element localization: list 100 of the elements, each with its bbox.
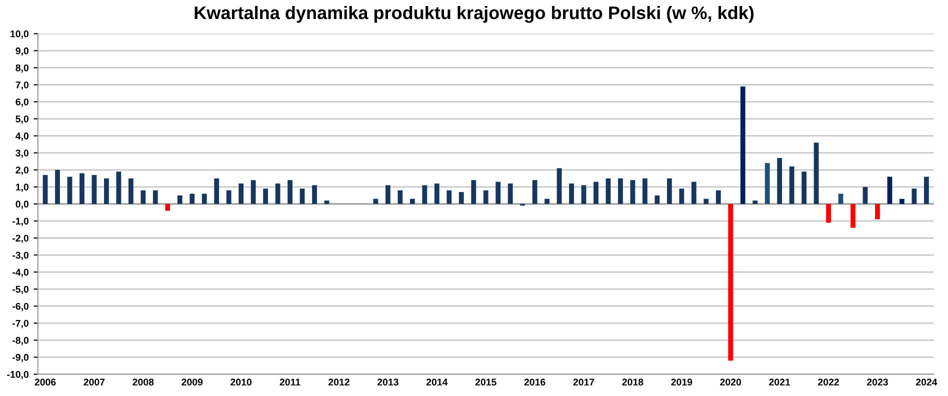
bar bbox=[826, 204, 831, 223]
bar bbox=[300, 188, 305, 204]
bar bbox=[666, 178, 672, 204]
bar bbox=[887, 176, 892, 204]
y-tick-label: -4,0 bbox=[12, 268, 28, 278]
bar bbox=[288, 180, 292, 204]
bar bbox=[814, 142, 819, 204]
bar bbox=[434, 184, 440, 204]
y-tick-label: 6,0 bbox=[16, 98, 28, 107]
bar bbox=[104, 178, 109, 204]
x-tick-label: 2018 bbox=[622, 378, 644, 386]
bar bbox=[385, 185, 390, 204]
bar bbox=[912, 188, 917, 204]
bar bbox=[642, 178, 648, 204]
bar bbox=[263, 188, 268, 204]
bar bbox=[458, 192, 464, 204]
bar bbox=[128, 178, 134, 204]
x-tick-label: 2007 bbox=[84, 378, 105, 386]
y-tick-label: 1,0 bbox=[16, 184, 28, 192]
x-tick-label: 2021 bbox=[769, 378, 790, 386]
bar bbox=[838, 194, 844, 204]
bar bbox=[152, 190, 158, 204]
bar bbox=[654, 195, 660, 204]
bar bbox=[532, 180, 538, 204]
chart-title: Kwartalna dynamika produktu krajowego brutto Polski (w %, kdk) bbox=[194, 6, 754, 23]
y-tick-label: -6,0 bbox=[12, 302, 28, 312]
bar bbox=[398, 190, 403, 204]
bar bbox=[740, 86, 746, 204]
bar bbox=[312, 185, 317, 204]
bar bbox=[410, 198, 415, 204]
y-tick-label: -3,0 bbox=[12, 252, 28, 260]
y-tick-label: -1,0 bbox=[12, 218, 28, 226]
x-tick-label: 2009 bbox=[182, 378, 203, 386]
bar bbox=[42, 174, 48, 204]
bar bbox=[777, 158, 782, 204]
bar bbox=[594, 182, 598, 204]
bar bbox=[483, 190, 488, 204]
bar bbox=[691, 182, 696, 204]
bar bbox=[850, 204, 856, 228]
y-tick-label: -2,0 bbox=[12, 234, 28, 244]
x-tick-label: 2022 bbox=[818, 378, 839, 386]
bar bbox=[446, 190, 452, 204]
y-tick-label: 4,0 bbox=[16, 132, 28, 141]
bar bbox=[226, 190, 232, 204]
x-tick-label: 2017 bbox=[573, 378, 594, 386]
bar bbox=[496, 182, 501, 204]
bar bbox=[900, 198, 904, 204]
bar bbox=[556, 168, 562, 204]
y-tick-label: -8,0 bbox=[12, 336, 28, 346]
x-tick-label: 2016 bbox=[524, 378, 546, 386]
y-tick-label: 10,0 bbox=[10, 30, 28, 39]
bar bbox=[422, 185, 428, 204]
bar bbox=[324, 200, 330, 204]
y-tick-label: -10,0 bbox=[7, 370, 28, 380]
bar bbox=[140, 190, 146, 204]
x-tick-label: 2011 bbox=[280, 378, 300, 386]
bar bbox=[679, 188, 684, 204]
bar bbox=[752, 200, 758, 204]
bar bbox=[373, 198, 378, 204]
y-tick-label: 8,0 bbox=[16, 64, 28, 73]
y-tick-label: 2,0 bbox=[16, 166, 28, 175]
y-tick-label: -5,0 bbox=[12, 286, 28, 294]
bar bbox=[471, 180, 476, 204]
bar bbox=[116, 172, 122, 204]
bar bbox=[250, 180, 256, 204]
bar bbox=[581, 185, 586, 204]
x-tick-label: 2024 bbox=[916, 378, 938, 386]
y-tick-label: -7,0 bbox=[12, 320, 28, 328]
bar bbox=[728, 204, 734, 361]
bar bbox=[202, 194, 207, 204]
bar bbox=[177, 195, 182, 204]
x-tick-label: 2015 bbox=[475, 378, 496, 386]
bar bbox=[924, 176, 929, 204]
x-tick-label: 2020 bbox=[720, 378, 742, 386]
x-tick-label: 2012 bbox=[328, 378, 350, 386]
bar bbox=[606, 178, 611, 204]
x-tick-label: 2006 bbox=[34, 378, 56, 386]
bar bbox=[67, 176, 72, 204]
bar bbox=[214, 178, 220, 204]
y-tick-label: 5,0 bbox=[16, 116, 28, 124]
x-tick-label: 2010 bbox=[230, 378, 252, 386]
bar bbox=[569, 184, 574, 204]
x-tick-label: 2008 bbox=[132, 378, 154, 386]
bar bbox=[544, 198, 550, 204]
bar bbox=[165, 204, 170, 211]
bar bbox=[875, 204, 880, 220]
bar bbox=[716, 190, 721, 204]
bar bbox=[238, 184, 244, 204]
bar bbox=[802, 172, 806, 204]
x-tick-label: 2023 bbox=[867, 378, 888, 386]
y-tick-label: 7,0 bbox=[16, 81, 28, 90]
bar bbox=[789, 166, 794, 204]
bar bbox=[55, 170, 60, 204]
bar bbox=[764, 163, 770, 204]
y-tick-label: 9,0 bbox=[16, 47, 28, 56]
y-tick-label: -9,0 bbox=[12, 354, 28, 362]
y-tick-label: 0,0 bbox=[16, 200, 28, 209]
bar bbox=[862, 186, 868, 204]
bar bbox=[92, 174, 97, 204]
x-tick-label: 2014 bbox=[426, 378, 448, 386]
